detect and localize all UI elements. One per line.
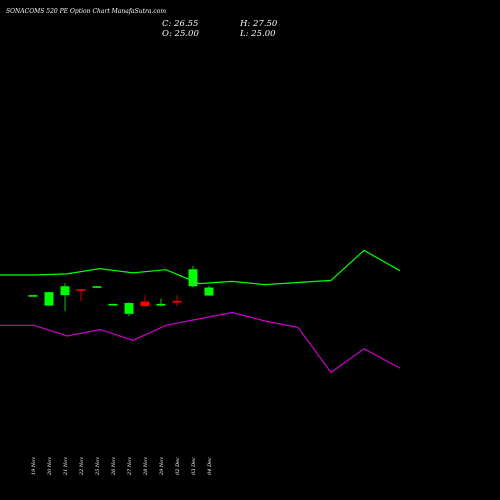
- chart-title: SONACOMS 520 PE Option Chart ManafaSutra…: [6, 8, 167, 15]
- high-price: H: 27.50: [240, 19, 278, 29]
- candle-body-19-nov: [28, 295, 38, 297]
- candle-body-26-nov: [108, 303, 118, 306]
- candle-body-04-dec: [204, 287, 214, 296]
- x-tick-label: 22 Nov: [79, 457, 85, 476]
- low-price: L: 25.00: [240, 29, 276, 39]
- x-axis-labels: 19 Nov 20 Nov 21 Nov 22 Nov 25 Nov 26 Nov 27 N…: [31, 457, 213, 476]
- x-tick-label: 20 Nov: [47, 457, 53, 476]
- candle-body-27-nov: [124, 303, 134, 314]
- candle-body-02-dec: [172, 300, 182, 303]
- x-tick-label: 27 Nov: [127, 457, 133, 476]
- indicator-line-2: [0, 311, 401, 374]
- candle-body-22-nov: [76, 289, 86, 291]
- x-tick-label: 28 Nov: [143, 457, 149, 476]
- close-price: C: 26.55: [162, 19, 199, 29]
- x-tick-label: 03 Dec: [191, 457, 197, 475]
- x-tick-label: 26 Nov: [111, 457, 117, 476]
- indicator-line-1: [0, 249, 401, 286]
- x-tick-label: 19 Nov: [31, 457, 37, 475]
- candle-body-21-nov: [60, 286, 70, 296]
- candle-body-03-dec: [188, 269, 198, 287]
- candle-body-29-nov: [156, 303, 166, 306]
- x-tick-label: 04 Dec: [207, 457, 213, 475]
- candle-body-25-nov: [92, 286, 102, 288]
- x-tick-label: 29 Nov: [159, 457, 165, 476]
- candle-body-20-nov: [44, 292, 54, 306]
- x-tick-label: 21 Nov: [63, 457, 69, 476]
- x-tick-label: 25 Nov: [95, 457, 101, 476]
- open-price: O: 25.00: [162, 29, 199, 39]
- x-tick-label: 02 Dec: [175, 457, 181, 475]
- indicator-layer: [0, 249, 401, 374]
- candle-body-28-nov: [140, 301, 150, 307]
- candle-layer: [28, 265, 214, 317]
